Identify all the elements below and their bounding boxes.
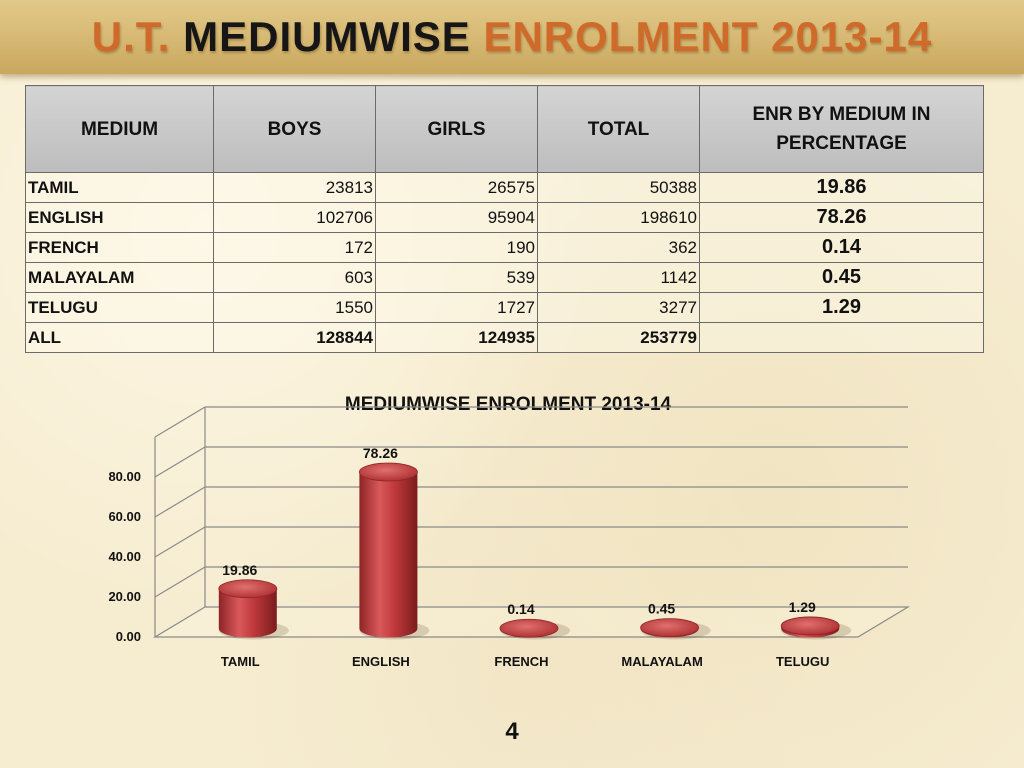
data-label: 0.45 — [648, 601, 675, 617]
cell-boys: 102706 — [213, 202, 376, 233]
title-part-ut: U.T. — [91, 13, 184, 60]
x-tick-label: FRENCH — [494, 654, 548, 669]
gridline — [154, 446, 206, 478]
data-label: 78.26 — [363, 445, 398, 461]
title-part-enrolment: ENROLMENT 2013-14 — [483, 13, 933, 60]
enrolment-table: MEDIUM BOYS GIRLS TOTAL ENR BY MEDIUM IN… — [25, 85, 984, 353]
table-row-total: ALL 128844 124935 253779 — [25, 322, 984, 353]
cell-total: 198610 — [537, 202, 700, 233]
cell-percentage: 78.26 — [699, 202, 984, 233]
cell-total: 253779 — [537, 322, 700, 353]
cell-medium: MALAYALAM — [25, 262, 214, 293]
cell-boys: 128844 — [213, 322, 376, 353]
table-row: FRENCH 172 190 362 0.14 — [25, 232, 984, 263]
header-girls: GIRLS — [375, 85, 538, 173]
page-number: 4 — [505, 718, 519, 745]
cell-percentage — [699, 322, 984, 353]
cell-total: 362 — [537, 232, 700, 263]
cell-total: 3277 — [537, 292, 700, 323]
cell-percentage: 1.29 — [699, 292, 984, 323]
cell-medium: TAMIL — [25, 172, 214, 203]
y-tick-label: 0.00 — [116, 629, 141, 644]
gridline — [154, 566, 206, 598]
cell-medium: TELUGU — [25, 292, 214, 323]
cell-boys: 603 — [213, 262, 376, 293]
cell-medium: ENGLISH — [25, 202, 214, 233]
header-percentage: ENR BY MEDIUM IN PERCENTAGE — [699, 85, 984, 173]
x-tick-label: MALAYALAM — [621, 654, 702, 669]
header-medium: MEDIUM — [25, 85, 214, 173]
cell-girls: 124935 — [375, 322, 538, 353]
y-tick-label: 20.00 — [108, 589, 141, 604]
x-tick-label: TELUGU — [776, 654, 829, 669]
cell-girls: 190 — [375, 232, 538, 263]
gridline — [154, 486, 206, 518]
bar-top — [499, 618, 559, 638]
chart-side-wall-edge — [154, 406, 206, 438]
cell-girls: 26575 — [375, 172, 538, 203]
header-boys: BOYS — [213, 85, 376, 173]
enrolment-bar-chart: MEDIUMWISE ENROLMENT 2013-14 0.00 20.00 40… — [108, 394, 911, 669]
cell-medium: FRENCH — [25, 232, 214, 263]
bar-top — [358, 462, 418, 482]
table-row: TAMIL 23813 26575 50388 19.86 — [25, 172, 984, 203]
chart-title: MEDIUMWISE ENROLMENT 2013-14 — [345, 394, 672, 415]
cell-boys: 172 — [213, 232, 376, 263]
cell-percentage: 0.45 — [699, 262, 984, 293]
data-label: 19.86 — [222, 562, 257, 578]
cell-medium: ALL — [25, 322, 214, 353]
title-part-mediumwise: MEDIUMWISE — [183, 13, 484, 60]
page-title: U.T. MEDIUMWISE ENROLMENT 2013-14 — [0, 0, 1024, 62]
bar-top — [780, 616, 840, 636]
cell-percentage: 19.86 — [699, 172, 984, 203]
table-header-row: MEDIUM BOYS GIRLS TOTAL ENR BY MEDIUM IN… — [25, 85, 984, 173]
y-tick-label: 80.00 — [108, 469, 141, 484]
header-total: TOTAL — [537, 85, 700, 173]
bar-top — [640, 618, 699, 638]
y-tick-label: 40.00 — [108, 549, 141, 564]
cell-girls: 539 — [375, 262, 538, 293]
gridline — [154, 526, 206, 558]
cell-total: 50388 — [537, 172, 700, 203]
bar-english — [359, 471, 418, 638]
table-row: MALAYALAM 603 539 1142 0.45 — [25, 262, 984, 293]
title-banner: U.T. MEDIUMWISE ENROLMENT 2013-14 — [0, 0, 1024, 74]
y-tick-label: 60.00 — [108, 509, 141, 524]
cell-girls: 1727 — [375, 292, 538, 323]
cell-percentage: 0.14 — [699, 232, 984, 263]
cell-girls: 95904 — [375, 202, 538, 233]
cell-boys: 1550 — [213, 292, 376, 323]
x-tick-label: TAMIL — [221, 654, 260, 669]
data-label: 0.14 — [507, 601, 534, 617]
bar-top — [218, 579, 278, 599]
cell-total: 1142 — [537, 262, 700, 293]
cell-boys: 23813 — [213, 172, 376, 203]
table-row: TELUGU 1550 1727 3277 1.29 — [25, 292, 984, 323]
x-tick-label: ENGLISH — [352, 654, 410, 669]
data-label: 1.29 — [789, 599, 816, 615]
table-row: ENGLISH 102706 95904 198610 78.26 — [25, 202, 984, 233]
bar-tamil — [218, 588, 277, 638]
